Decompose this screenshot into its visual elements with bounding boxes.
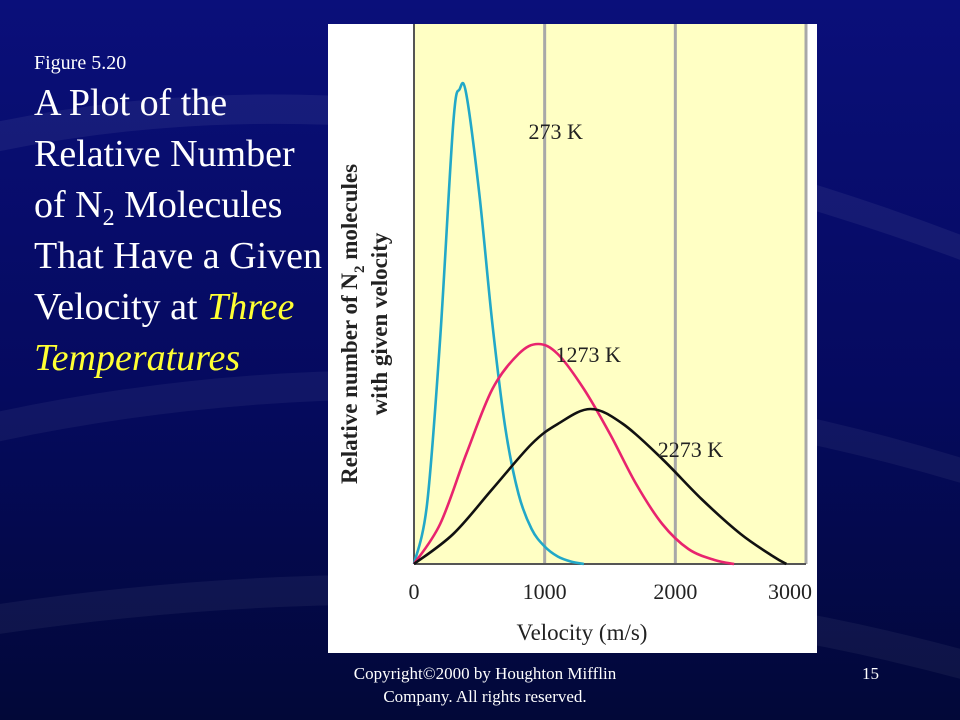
x-tick-labels: 0 1000 2000 3000 [409, 579, 813, 604]
x-tick-label-0: 0 [409, 579, 420, 604]
series-label-1273-k: 1273 K [555, 342, 621, 367]
x-axis-label: Velocity (m/s) [517, 620, 648, 645]
title-emphasis: Three Temperatures [34, 286, 295, 379]
chart-panel: 273 K 1273 K 2273 K 0 1000 2000 3000 Velocity… [328, 24, 817, 653]
series-curves [412, 81, 788, 566]
y-axis-label-text: Relative number of N [337, 273, 362, 484]
y-axis-label-line-1: Relative number of N2 molecules [337, 164, 368, 484]
series-label-273-k: 273 K [529, 119, 584, 144]
series-label-2273-k: 2273 K [658, 437, 724, 462]
x-tick-label-2000: 2000 [653, 579, 697, 604]
x-tick-label-3000: 3000 [768, 579, 812, 604]
velocity-distribution-chart: 273 K 1273 K 2273 K 0 1000 2000 3000 Velocity… [337, 24, 813, 645]
y-axis-label-end: molecules [337, 164, 362, 266]
plot-area-background [414, 24, 806, 564]
figure-label: Figure 5.20 [34, 52, 127, 74]
slide-title-block: Figure 5.20 A Plot of the Relative Numbe… [34, 50, 324, 384]
y-axis-label-group: Relative number of N2 molecules with giv… [337, 164, 392, 484]
series-line-2273-k [413, 407, 788, 566]
copyright-footer: Copyright©2000 by Houghton Mifflin Compa… [353, 664, 617, 706]
series-labels: 273 K 1273 K 2273 K [529, 119, 724, 462]
series-line-273-k [412, 81, 585, 566]
series-line-1273-k [412, 342, 735, 566]
slide-title: A Plot of the Relative Number of N2 Mole… [34, 78, 324, 384]
title-part-1: A Plot of the Relative Number of N [34, 82, 295, 226]
x-tick-label-1000: 1000 [523, 579, 567, 604]
y-axis-label-subscript: 2 [352, 266, 368, 274]
title-subscript: 2 [102, 205, 115, 231]
y-axis-label-line-2: with given velocity [367, 232, 392, 415]
page-number: 15 [862, 664, 879, 683]
title-part-2: Molecules That Have a Given Velocity at [34, 184, 323, 328]
